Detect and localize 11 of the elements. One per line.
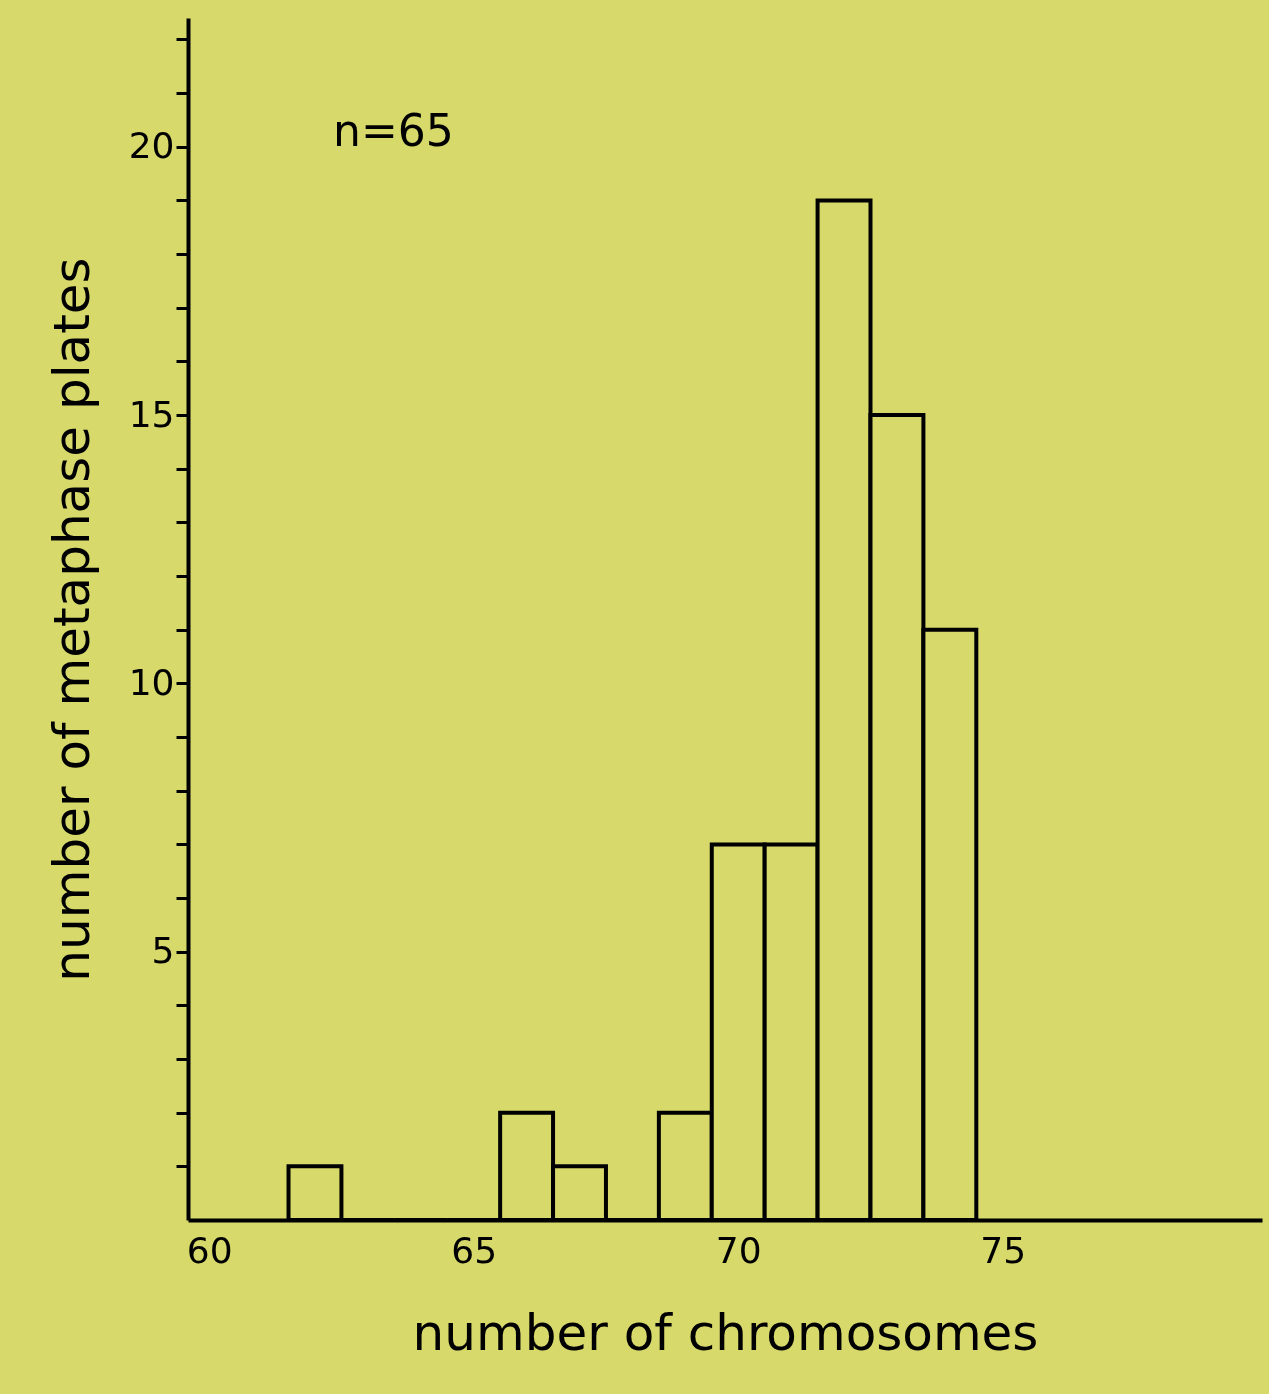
x-tick-label: 60 <box>186 1229 233 1271</box>
y-axis-title: number of metaphase plates <box>42 257 101 982</box>
y-tick-label: 15 <box>128 393 175 435</box>
x-tick-label: 75 <box>980 1229 1027 1271</box>
y-tick-label: 20 <box>128 125 175 167</box>
y-tick-label: 10 <box>128 661 175 703</box>
annotation: n=65 <box>333 105 454 156</box>
x-axis-title: number of chromosomes <box>412 1303 1039 1362</box>
x-tick-label: 65 <box>451 1229 498 1271</box>
y-tick-label: 5 <box>151 930 175 972</box>
x-tick-label: 70 <box>715 1229 762 1271</box>
